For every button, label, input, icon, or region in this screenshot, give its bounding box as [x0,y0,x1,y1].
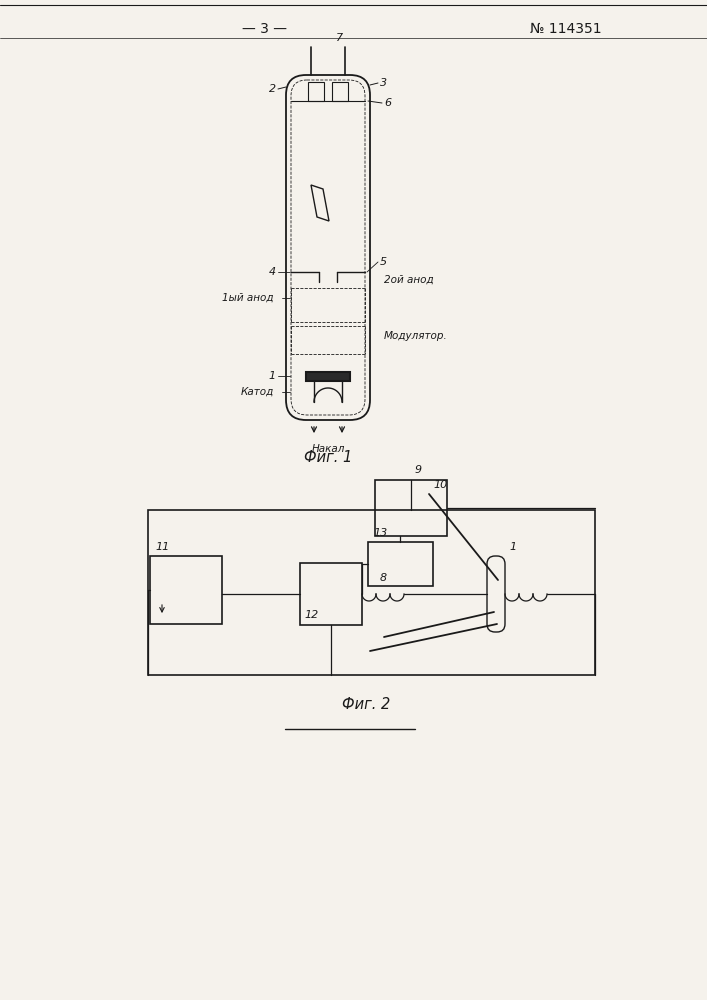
Bar [306,372,350,381]
Text: 2ой анод: 2ой анод [384,275,433,285]
Text: Модулятор.: Модулятор. [384,331,448,341]
Text: 13: 13 [373,528,387,538]
Text: — 3 —: — 3 — [243,22,288,36]
Text: 8: 8 [380,573,387,583]
Text: 6: 6 [384,98,391,108]
Text: Фиг. 1: Фиг. 1 [304,450,352,465]
Text: № 114351: № 114351 [530,22,602,36]
Text: 1: 1 [509,542,516,552]
Text: 7: 7 [336,33,343,43]
Bar [308,82,324,101]
Text: 10: 10 [433,480,448,490]
Bar [300,563,362,625]
Text: Фиг. 2: Фиг. 2 [342,697,390,712]
Text: 1ый анод: 1ый анод [223,293,274,303]
Text: 2: 2 [269,84,276,94]
Text: 1: 1 [269,371,276,381]
Bar [332,82,348,101]
Text: 4: 4 [269,267,276,277]
Text: 3: 3 [380,78,387,88]
Text: 12: 12 [304,610,318,620]
Text: 11: 11 [155,542,169,552]
Text: 5: 5 [380,257,387,267]
Text: Накал: Накал [311,444,345,454]
Bar [368,542,433,586]
Bar [150,556,222,624]
Bar [375,480,447,536]
Text: 9: 9 [415,465,422,475]
Bar [148,510,595,675]
Text: Катод: Катод [241,387,274,397]
